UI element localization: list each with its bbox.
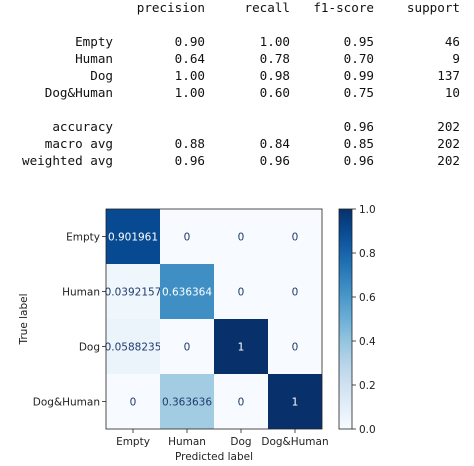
x-tick-label: Empty [116, 436, 150, 448]
report-cell-f1: 0.96 [343, 153, 374, 168]
x-axis-title: Predicted label [175, 451, 253, 463]
report-cell-f1: 0.95 [343, 34, 374, 49]
report-cell-support: 46 [444, 34, 460, 49]
report-cell-support: 10 [444, 85, 460, 100]
cell-value-label: 0 [292, 287, 299, 299]
report-header-recall: recall [244, 0, 291, 15]
heatmap-cell [160, 264, 214, 319]
y-axis-title: True label [18, 293, 30, 345]
confusion-matrix-chart: 0.901961 0 0 0 0.0392157 0.636364 0 0 0.0588235 0… [18, 204, 376, 463]
cell-value-label: 0.363636 [162, 397, 212, 409]
report-cell-f1: 0.96 [343, 119, 374, 134]
heatmap-cell [214, 209, 268, 264]
heatmap-cell [268, 374, 322, 429]
colorbar-tick-label: 1.0 [359, 204, 376, 216]
heatmap-cell [214, 319, 268, 374]
report-cell-support: 202 [437, 136, 460, 151]
y-tick-label: Empty [66, 232, 100, 244]
cell-value-label: 0.0588235 [105, 342, 162, 354]
report-cell-precision: 0.64 [174, 51, 205, 66]
report-header-f1-score: f1-score [313, 0, 374, 15]
report-cell-label: Empty [75, 34, 113, 49]
report-cell-support: 202 [437, 153, 460, 168]
report-cell-precision: 0.96 [174, 153, 205, 168]
heatmap-cell [268, 264, 322, 319]
x-tick-label: Human [168, 436, 206, 448]
colorbar [338, 208, 353, 430]
colorbar-tick-label: 0.2 [359, 380, 376, 392]
heatmap-cell [106, 374, 160, 429]
cell-value-label: 0.0392157 [105, 287, 162, 299]
report-header-precision: precision [136, 0, 205, 15]
report-cell-label: accuracy [52, 119, 113, 134]
report-cell-recall: 0.84 [259, 136, 290, 151]
y-tick-label: Dog [79, 342, 100, 354]
report-cell-label: Human [75, 51, 113, 66]
cell-value-label: 0 [238, 232, 245, 244]
cell-value-label: 0 [184, 342, 191, 354]
cell-value-label: 0 [130, 397, 137, 409]
classification-report: precision recall f1-score support Empty 0.90 1… [0, 0, 474, 190]
report-cell-recall: 0.78 [259, 51, 290, 66]
cell-value-label: 0.636364 [162, 287, 212, 299]
colorbar-tick-label: 0.8 [359, 248, 376, 260]
report-cell-support: 9 [452, 51, 460, 66]
report-cell-label: Dog [90, 68, 113, 83]
x-tick-label: Dog&Human [261, 436, 328, 448]
report-cell-recall: 0.98 [259, 68, 290, 83]
report-cell-recall: 0.60 [259, 85, 290, 100]
report-cell-support: 137 [437, 68, 460, 83]
cell-value-label: 1 [292, 397, 299, 409]
heatmap-cell [268, 319, 322, 374]
report-cell-f1: 0.85 [343, 136, 374, 151]
cell-value-label: 0.901961 [108, 232, 158, 244]
report-cell-label: weighted avg [22, 153, 113, 168]
colorbar-tick-label: 0.4 [359, 336, 376, 348]
cell-value-label: 0 [184, 232, 191, 244]
colorbar-tick-label: 0.6 [359, 292, 376, 304]
report-cell-f1: 0.99 [343, 68, 374, 83]
heatmap-cell [214, 374, 268, 429]
heatmap-frame [105, 208, 323, 430]
report-cell-recall: 0.96 [259, 153, 290, 168]
heatmap-cell [160, 374, 214, 429]
y-tick-label: Human [62, 287, 100, 299]
report-cell-precision: 1.00 [174, 85, 205, 100]
heatmap-cell [106, 209, 160, 264]
report-cell-label: Dog&Human [44, 85, 113, 100]
report-cell-precision: 1.00 [174, 68, 205, 83]
report-cell-support: 202 [437, 119, 460, 134]
heatmap-cell [160, 319, 214, 374]
report-cell-precision: 0.90 [174, 34, 205, 49]
cell-value-label: 1 [238, 342, 245, 354]
report-cell-f1: 0.75 [343, 85, 374, 100]
heatmap-cell [268, 209, 322, 264]
colorbar-tick-label: 0.0 [359, 424, 376, 436]
cell-value-label: 0 [292, 342, 299, 354]
report-cell-label: macro avg [44, 136, 113, 151]
report-cell-recall: 1.00 [259, 34, 290, 49]
report-header-support: support [406, 0, 460, 15]
heatmap-cell [160, 209, 214, 264]
heatmap-cell [214, 264, 268, 319]
report-cell-f1: 0.70 [343, 51, 374, 66]
y-tick-label: Dog&Human [33, 397, 100, 409]
x-tick-label: Dog [230, 436, 251, 448]
report-cell-precision: 0.88 [174, 136, 205, 151]
cell-value-label: 0 [238, 287, 245, 299]
cell-value-label: 0 [292, 232, 299, 244]
heatmap-cell [106, 319, 160, 374]
cell-value-label: 0 [238, 397, 245, 409]
heatmap-cell [106, 264, 160, 319]
